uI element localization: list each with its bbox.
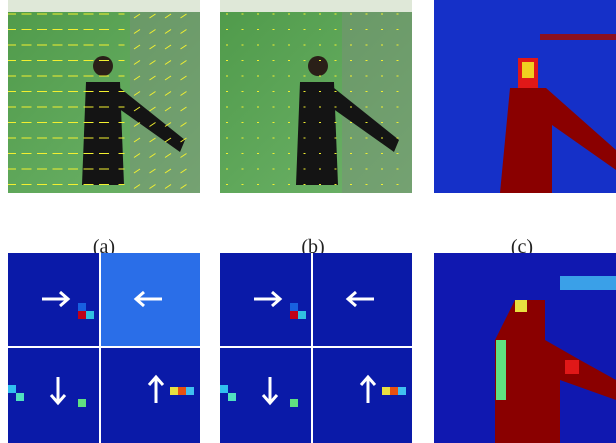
flow-arrow — [180, 29, 187, 34]
flow-arrow — [164, 106, 172, 112]
panel-d — [8, 253, 200, 443]
flow-arrow — [133, 153, 141, 158]
flow-arrow — [133, 184, 141, 189]
flow-arrow — [149, 75, 156, 81]
arrow — [42, 290, 71, 308]
cell — [86, 311, 94, 319]
arrow — [254, 290, 283, 308]
cell — [186, 387, 194, 395]
flow-arrow — [133, 75, 141, 81]
cell — [78, 399, 86, 407]
flow-arrow — [149, 29, 156, 34]
flow-arrow — [180, 137, 187, 143]
panel-label: (c) — [511, 236, 533, 258]
panel-a — [8, 0, 200, 193]
flow-arrow — [133, 44, 141, 50]
flow-arrow — [149, 168, 156, 174]
flow-arrow — [180, 60, 187, 65]
flow-arrow — [149, 184, 156, 189]
flow-arrow — [164, 91, 172, 96]
cell — [382, 387, 390, 395]
flow-arrow — [164, 153, 172, 158]
flow-arrow — [164, 75, 172, 81]
flow-arrow — [149, 91, 156, 96]
panel-e — [220, 253, 412, 443]
flow-arrow — [149, 122, 156, 127]
cell — [16, 393, 24, 401]
flow-arrow — [180, 122, 187, 127]
cell — [390, 387, 398, 395]
flow-arrow — [149, 60, 156, 65]
arrow — [345, 290, 374, 308]
flow-arrow — [133, 60, 141, 65]
flow-arrow — [149, 153, 156, 158]
flow-arrow — [180, 168, 187, 174]
flow-arrow — [133, 106, 141, 112]
cell — [290, 311, 298, 319]
cell — [298, 311, 306, 319]
arrow — [261, 377, 279, 406]
flow-arrow — [164, 44, 172, 50]
flow-arrow — [164, 137, 172, 143]
flow-arrow — [164, 168, 172, 174]
flow-arrow — [180, 13, 187, 19]
panel-c — [434, 0, 616, 193]
flow-arrow — [149, 44, 156, 50]
cell — [290, 399, 298, 407]
flow-arrow — [133, 122, 141, 127]
cell — [78, 311, 86, 319]
flow-arrow — [180, 75, 187, 81]
cell — [290, 303, 298, 311]
flow-arrow — [133, 29, 141, 34]
flow-arrow — [180, 44, 187, 50]
arrow — [49, 377, 67, 406]
flow-arrow — [149, 137, 156, 143]
arrow — [359, 374, 377, 403]
cell — [220, 385, 228, 393]
arrow — [147, 374, 165, 403]
cell — [228, 393, 236, 401]
cell — [78, 303, 86, 311]
flow-arrow — [180, 106, 187, 112]
panel-label: (a) — [93, 236, 115, 258]
panel-b — [220, 0, 412, 193]
flow-arrow — [180, 91, 187, 96]
flow-arrow — [180, 184, 187, 189]
flow-arrow — [164, 60, 172, 65]
flow-arrow — [133, 137, 141, 143]
cell — [398, 387, 406, 395]
flow-arrow — [164, 184, 172, 189]
flow-arrow — [149, 106, 156, 112]
panel-label: (b) — [301, 236, 324, 258]
cell — [178, 387, 186, 395]
flow-arrow — [164, 29, 172, 34]
cell — [8, 385, 16, 393]
flow-arrow — [164, 13, 172, 19]
arrow — [133, 290, 162, 308]
flow-arrow — [133, 91, 141, 96]
flow-arrow — [133, 13, 141, 19]
flow-arrow — [149, 13, 156, 19]
flow-arrow — [133, 168, 141, 174]
cell — [170, 387, 178, 395]
flow-arrow — [180, 153, 187, 158]
flow-arrow — [164, 122, 172, 127]
panel-f — [434, 253, 616, 443]
